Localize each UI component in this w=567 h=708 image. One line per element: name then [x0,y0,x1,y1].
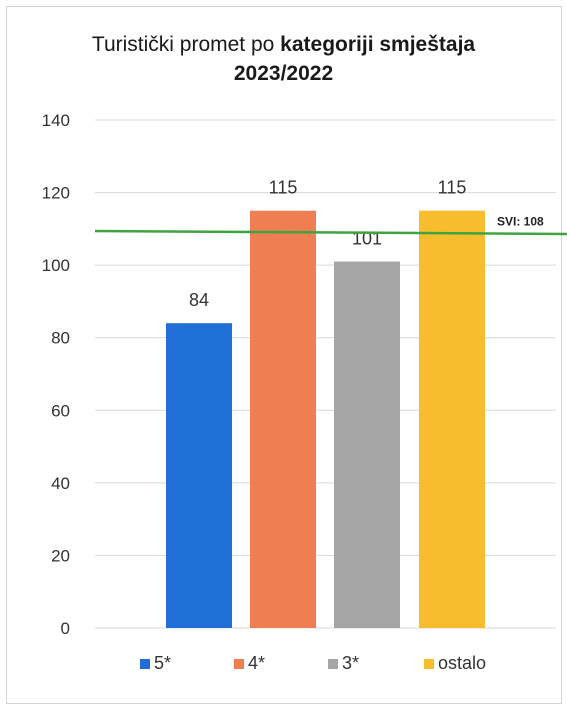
data-label: 115 [438,178,467,198]
y-tick-label: 120 [42,184,70,203]
legend-label: 4* [248,653,266,673]
legend-item: ostalo [424,653,486,674]
y-tick-label: 140 [42,111,70,130]
legend-label: 3* [342,653,360,673]
y-tick-label: 20 [51,546,70,565]
title-line2: 2023/2022 [233,62,334,85]
data-label: 84 [189,290,209,310]
legend-swatch [328,658,338,669]
bar-3* [334,261,400,628]
title-part1: Turistički promet po [91,33,281,56]
bar-ostalo [419,210,485,628]
reference-label: SVI: 108 [497,214,544,228]
legend: 5* 4* 3* ostalo [0,653,567,679]
y-tick-label: 80 [51,329,70,348]
legend-label: ostalo [438,653,487,673]
y-tick-label: 60 [51,401,70,420]
bar-4* [250,210,316,628]
legend-item: 3* [328,653,359,674]
reference-line [94,229,567,236]
legend-swatch [424,658,434,669]
chart-title: Turistički promet po kategoriji smještaj… [0,30,567,88]
bar-5* [166,323,232,628]
data-label: 115 [269,178,298,198]
legend-item: 4* [234,653,265,674]
legend-swatch [234,658,244,669]
y-tick-label: 100 [42,256,70,275]
title-bold: kategoriji smještaja [280,33,476,56]
legend-label: 5* [154,653,172,673]
legend-item: 5* [140,653,171,674]
y-tick-label: 0 [61,619,70,638]
y-tick-label: 40 [51,474,70,493]
legend-swatch [140,658,150,669]
